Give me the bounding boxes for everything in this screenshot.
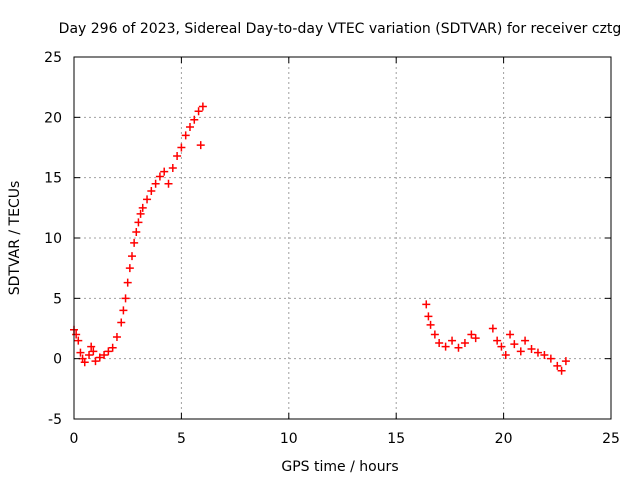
data-point xyxy=(540,351,549,360)
data-point xyxy=(441,342,450,351)
x-tick-label: 10 xyxy=(280,431,298,447)
data-point xyxy=(164,179,173,188)
data-point xyxy=(506,330,515,339)
data-point xyxy=(130,238,139,247)
data-point xyxy=(104,347,113,356)
data-point xyxy=(561,357,570,366)
data-point xyxy=(147,186,156,195)
data-point xyxy=(136,209,145,218)
x-tick-label: 0 xyxy=(70,431,79,447)
data-point xyxy=(181,131,190,140)
data-series xyxy=(70,102,570,375)
data-point xyxy=(89,347,98,356)
y-tick-label: 25 xyxy=(44,50,62,66)
data-point xyxy=(533,348,542,357)
data-point xyxy=(117,318,126,327)
chart-title: Day 296 of 2023, Sidereal Day-to-day VTE… xyxy=(59,21,622,37)
data-point xyxy=(430,330,439,339)
data-point xyxy=(91,357,100,366)
data-point xyxy=(521,336,530,345)
data-point xyxy=(471,334,480,343)
data-point xyxy=(121,294,130,303)
data-point xyxy=(448,336,457,345)
data-point xyxy=(553,361,562,370)
data-point xyxy=(177,143,186,152)
data-point xyxy=(422,300,431,309)
data-point xyxy=(85,351,94,360)
y-tick-label: 0 xyxy=(53,352,62,368)
y-tick-label: -5 xyxy=(48,412,62,428)
x-tick-label: 5 xyxy=(177,431,186,447)
data-point xyxy=(112,332,121,341)
data-point xyxy=(493,336,502,345)
data-point xyxy=(74,336,83,345)
y-tick-label: 15 xyxy=(44,171,62,187)
gridlines xyxy=(74,57,611,419)
y-tick-label: 5 xyxy=(53,291,62,307)
data-point xyxy=(155,172,164,181)
data-point xyxy=(87,342,96,351)
data-point xyxy=(510,340,519,349)
data-point xyxy=(435,338,444,347)
y-tick-label: 10 xyxy=(44,231,62,247)
data-point xyxy=(138,203,147,212)
data-point xyxy=(454,343,463,352)
data-point xyxy=(426,320,435,329)
data-point xyxy=(501,351,510,360)
data-point xyxy=(190,115,199,124)
data-point xyxy=(160,167,169,176)
data-point xyxy=(557,366,566,375)
x-tick-label: 20 xyxy=(495,431,513,447)
data-point xyxy=(108,343,117,352)
axis-ticks: 0 5 10 15 20 25 -5 0 5 10 15 20 25 xyxy=(44,50,620,447)
x-tick-label: 15 xyxy=(387,431,405,447)
y-tick-label: 20 xyxy=(44,110,62,126)
data-point xyxy=(72,330,81,339)
data-point xyxy=(132,227,141,236)
data-point xyxy=(143,195,152,204)
x-axis-label: GPS time / hours xyxy=(281,459,398,475)
data-point xyxy=(460,338,469,347)
x-tick-label: 25 xyxy=(602,431,620,447)
data-point xyxy=(194,107,203,116)
data-point xyxy=(125,264,134,273)
data-point xyxy=(196,141,205,150)
data-point xyxy=(173,151,182,160)
y-axis-label: SDTVAR / TECUs xyxy=(7,181,23,296)
data-point xyxy=(424,312,433,321)
data-point xyxy=(119,306,128,315)
data-point xyxy=(497,342,506,351)
data-point xyxy=(151,179,160,188)
data-point xyxy=(100,351,109,360)
data-point xyxy=(546,354,555,363)
data-point xyxy=(168,164,177,173)
data-point xyxy=(127,252,136,261)
data-point xyxy=(95,353,104,362)
data-point xyxy=(185,122,194,131)
plot-frame xyxy=(73,56,612,420)
data-point xyxy=(80,358,89,367)
data-point xyxy=(516,347,525,356)
data-point xyxy=(467,330,476,339)
data-point xyxy=(527,345,536,354)
data-point xyxy=(134,218,143,227)
data-point xyxy=(488,324,497,333)
data-point xyxy=(76,348,85,357)
data-point xyxy=(198,102,207,111)
data-point xyxy=(123,278,132,287)
